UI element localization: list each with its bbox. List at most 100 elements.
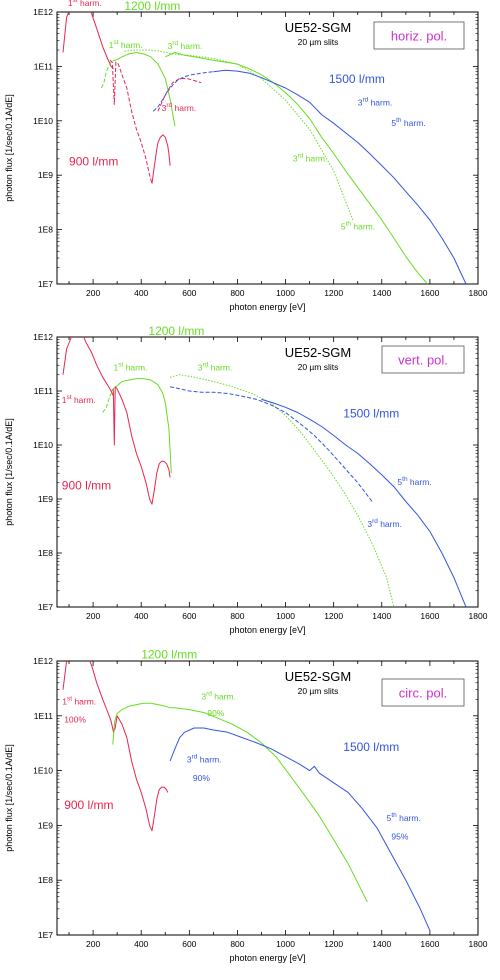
grating-label: 1500 l/mm: [329, 72, 385, 86]
x-tick-label: 1000: [276, 288, 295, 298]
x-tick-label: 800: [230, 939, 244, 949]
grating-label: 1200 l/mm: [148, 324, 204, 338]
y-tick-label: 1E10: [33, 440, 53, 450]
harmonic-annotation: 5th harm.: [391, 117, 425, 128]
x-tick-label: 1200: [324, 939, 343, 949]
y-tick-label: 1E10: [33, 766, 53, 776]
y-tick-label: 1E7: [38, 279, 53, 289]
y-tick-label: 1E11: [34, 61, 53, 71]
chart-panel-2: 200 400 600 800 1000 1200 1400 1600 1800 1E7 1E8 1E…: [4, 324, 488, 635]
series-line: [124, 49, 354, 221]
harmonic-annotation: 5th harm.: [387, 812, 421, 823]
polarization-label: vert. pol.: [398, 353, 448, 368]
harmonic-annotation: 3rd harm.: [358, 97, 393, 108]
x-axis-label: photon energy [eV]: [229, 625, 305, 635]
chart-panel-3: 200 400 600 800 1000 1200 1400 1600 1800 1E7 1E8 1E…: [4, 648, 488, 963]
series-line: [115, 378, 172, 474]
harmonic-annotation: 100%: [64, 715, 86, 725]
series-line: [62, 661, 169, 832]
y-tick-label: 1E9: [38, 820, 53, 830]
y-tick-label: 1E8: [38, 548, 53, 558]
y-tick-label: 1E12: [33, 7, 53, 17]
grating-label: 900 l/mm: [62, 478, 111, 492]
x-tick-label: 1000: [276, 611, 295, 621]
y-tick-label: 1E8: [38, 875, 53, 885]
x-tick-label: 800: [230, 288, 244, 298]
grating-label: 1500 l/mm: [343, 407, 399, 421]
chart-subtitle: 20 µm slits: [298, 362, 339, 372]
x-tick-label: 1400: [372, 939, 391, 949]
y-tick-label: 1E11: [34, 386, 53, 396]
harmonic-annotation: 3rd harm.: [187, 754, 222, 765]
polarization-box: [381, 678, 465, 707]
x-tick-label: 400: [134, 288, 148, 298]
series-line: [169, 386, 373, 502]
series-group: [62, 661, 431, 931]
y-tick-label: 1E12: [33, 332, 53, 342]
grating-label: 900 l/mm: [69, 155, 118, 169]
series-line: [169, 374, 395, 607]
y-tick-label: 1E11: [34, 711, 53, 721]
series-line: [165, 52, 428, 284]
polarization-box: [381, 345, 465, 374]
x-tick-label: 200: [86, 288, 100, 298]
x-tick-label: 200: [86, 611, 100, 621]
x-tick-label: 600: [182, 939, 196, 949]
plot-frame: [56, 336, 479, 608]
harmonic-annotation: 3rd harm.: [293, 152, 328, 163]
harmonic-annotation: 1st harm.: [109, 39, 143, 50]
y-tick-label: 1E7: [38, 602, 53, 612]
chart-title: UE52-SGM: [285, 345, 351, 360]
series-line: [62, 337, 114, 397]
harmonic-annotation: 1st harm.: [62, 696, 96, 707]
series-line: [157, 78, 202, 112]
grating-label: 1200 l/mm: [141, 648, 197, 662]
series-line: [109, 59, 153, 184]
series-line: [102, 386, 117, 413]
series-line: [151, 134, 171, 184]
harmonic-annotation: 1st harm.: [68, 0, 102, 8]
x-tick-label: 200: [86, 939, 100, 949]
x-tick-label: 600: [182, 611, 196, 621]
x-tick-label: 1000: [276, 939, 295, 949]
y-tick-label: 1E12: [33, 656, 53, 666]
x-axis-label: photon energy [eV]: [229, 953, 305, 963]
grating-label: 900 l/mm: [64, 798, 113, 812]
series-line: [101, 59, 116, 89]
series-line: [261, 398, 467, 607]
x-tick-label: 1600: [420, 611, 439, 621]
polarization-label: horiz. pol.: [391, 29, 447, 44]
grating-label: 1500 l/mm: [343, 740, 399, 754]
chart-title: UE52-SGM: [285, 20, 351, 35]
harmonic-annotation: 90%: [207, 708, 224, 718]
x-axis-label: photon energy [eV]: [229, 302, 305, 312]
harmonic-annotation: 3rd harm.: [367, 518, 402, 529]
series-line: [213, 69, 467, 284]
chart-subtitle: 20 µm slits: [298, 686, 339, 696]
polarization-box: [373, 21, 465, 50]
grating-label: 1200 l/mm: [124, 0, 180, 13]
harmonic-annotation: 3rd harm.: [201, 690, 236, 701]
x-tick-label: 400: [134, 611, 148, 621]
harmonic-annotation: 90%: [193, 773, 210, 783]
x-tick-label: 600: [182, 288, 196, 298]
harmonic-annotation: 1st harm.: [114, 361, 148, 372]
harmonic-annotation: 5th harm.: [341, 221, 375, 232]
y-tick-label: 1E9: [38, 170, 53, 180]
x-tick-label: 1800: [469, 939, 488, 949]
y-axis-label: photon flux [1/sec/0.1A/dE]: [4, 744, 14, 852]
x-tick-label: 1600: [420, 939, 439, 949]
series-line: [174, 707, 368, 903]
series-line: [112, 702, 175, 745]
series-line: [115, 52, 176, 127]
plot-frame: [56, 660, 479, 936]
x-tick-label: 1800: [469, 611, 488, 621]
y-tick-label: 1E9: [38, 494, 53, 504]
harmonic-annotation: 3rd harm.: [168, 40, 203, 51]
x-tick-label: 1200: [324, 288, 343, 298]
y-tick-label: 1E7: [38, 930, 53, 940]
y-axis-label: photon flux [1/sec/0.1A/dE]: [4, 94, 14, 202]
x-tick-label: 1200: [324, 611, 343, 621]
